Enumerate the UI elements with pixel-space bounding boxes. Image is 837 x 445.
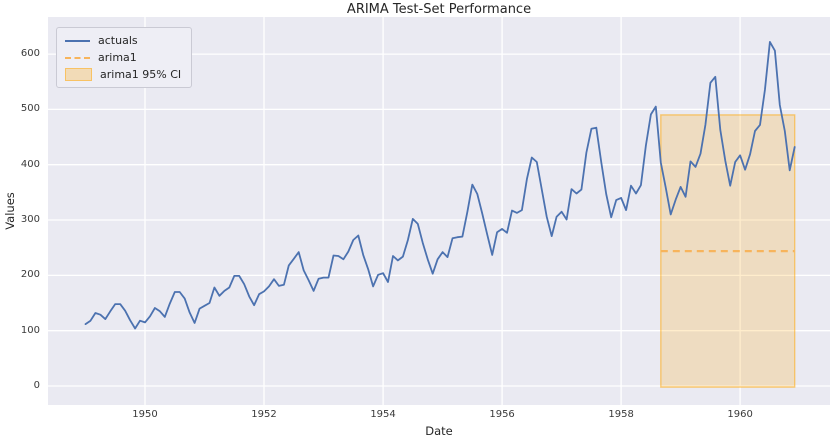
y-tick-label: 600: [20, 48, 40, 60]
x-tick-label: 1958: [608, 409, 634, 420]
x-tick-label: 1950: [132, 409, 158, 420]
legend-item-arima1: arima1: [65, 51, 181, 64]
x-tick-label: 1952: [251, 409, 277, 420]
chart-title: ARIMA Test-Set Performance: [346, 2, 532, 17]
x-tick-label: 1954: [370, 409, 396, 420]
ci-patch-swatch-icon: [65, 68, 92, 81]
legend-label-arima1: arima1: [98, 51, 137, 64]
y-tick-label: 400: [20, 158, 40, 170]
legend-item-ci: arima1 95% CI: [65, 68, 181, 81]
chart-canvas: [48, 17, 830, 405]
y-tick-label: 0: [33, 380, 40, 392]
y-tick-label: 500: [20, 103, 40, 115]
actuals-line: [84, 40, 796, 330]
legend: actuals arima1 arima1 95% CI: [56, 27, 193, 88]
x-tick-label: 1960: [727, 409, 753, 420]
actuals-line-swatch-icon: [65, 39, 90, 42]
y-tick-label: 200: [20, 269, 40, 281]
legend-label-ci: arima1 95% CI: [100, 68, 182, 81]
plot-area: [48, 17, 830, 405]
forecast-dash-swatch-icon: [65, 56, 90, 59]
legend-item-actuals: actuals: [65, 34, 181, 47]
legend-label-actuals: actuals: [98, 34, 138, 47]
x-axis-label: Date: [425, 424, 453, 438]
y-tick-label: 100: [20, 324, 40, 336]
x-tick-label: 1956: [489, 409, 515, 420]
y-tick-label: 300: [20, 214, 40, 226]
